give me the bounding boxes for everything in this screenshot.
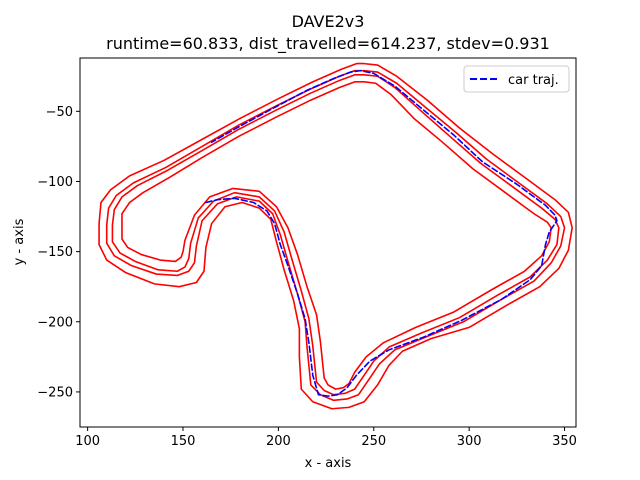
y-axis-label: y - axis (12, 218, 27, 265)
chart-subtitle: runtime=60.833, dist_travelled=614.237, … (106, 34, 550, 54)
track-inner (121, 81, 552, 390)
x-tick-label-150: 150 (171, 434, 196, 449)
x-tick-label-350: 350 (552, 434, 577, 449)
chart-title: DAVE2v3 (292, 12, 365, 31)
y-tick-label--200: −200 (37, 315, 73, 330)
track-outer (98, 62, 573, 410)
x-tick-label-300: 300 (457, 434, 482, 449)
y-tick-label--150: −150 (37, 245, 73, 260)
axes-frame (79, 57, 577, 428)
x-tick-label-100: 100 (75, 434, 100, 449)
y-axis: −250 −200 −150 −100 −50 (37, 105, 80, 400)
series-layer (98, 62, 573, 410)
x-tick-label-200: 200 (266, 434, 291, 449)
plot-background (80, 58, 576, 427)
track-lane-inner (111, 74, 560, 396)
y-tick-label--50: −50 (46, 105, 73, 120)
plot-area (79, 57, 577, 428)
x-axis-label: x - axis (305, 456, 352, 471)
legend-box (463, 65, 570, 93)
y-tick-label--250: −250 (37, 385, 73, 400)
legend: car traj. (463, 65, 570, 93)
y-tick-label--100: −100 (37, 175, 73, 190)
x-axis: 100 150 200 250 300 350 (75, 427, 577, 449)
legend-label-car-traj: car traj. (508, 73, 559, 88)
x-tick-label-250: 250 (361, 434, 386, 449)
car-trajectory (205, 69, 558, 397)
